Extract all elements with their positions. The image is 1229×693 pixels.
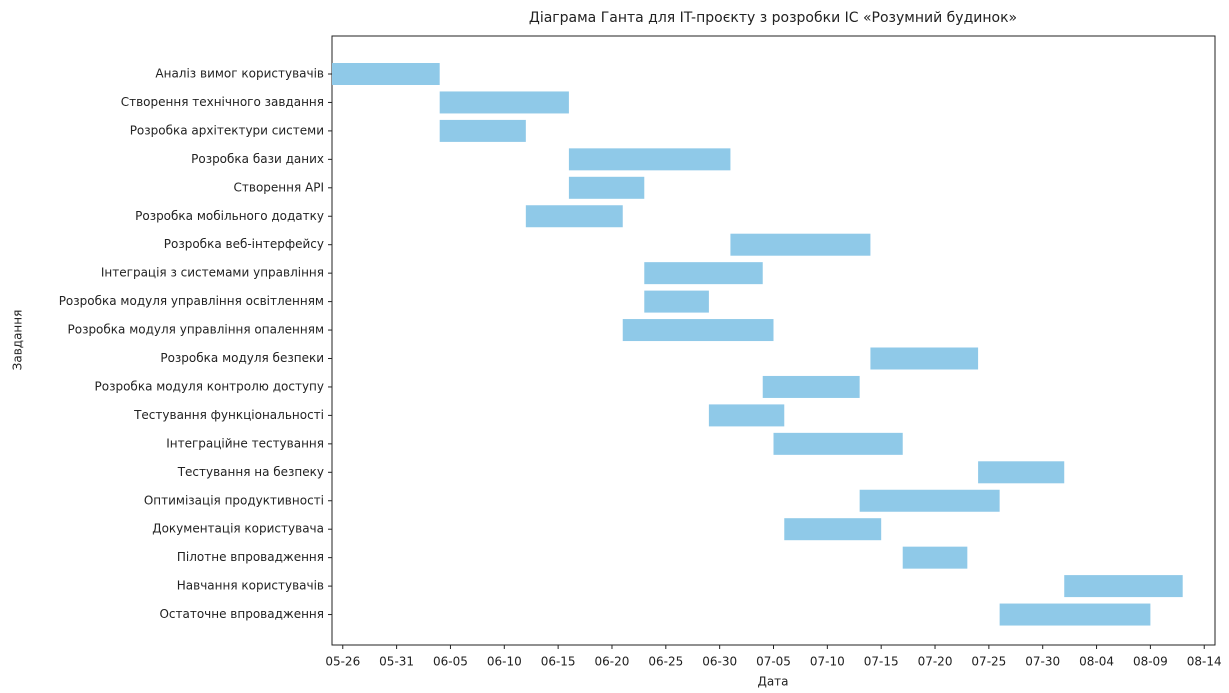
y-tick-label: Аналіз вимог користувачів xyxy=(155,67,324,81)
task-bar xyxy=(773,432,903,455)
x-tick-label: 05-26 xyxy=(325,655,360,669)
task-bar xyxy=(762,375,860,398)
task-bar xyxy=(784,518,882,541)
x-tick-label: 07-10 xyxy=(810,655,845,669)
task-bar xyxy=(568,176,645,199)
task-bar xyxy=(644,262,763,285)
x-tick-label: 06-20 xyxy=(595,655,630,669)
x-axis-label: Дата xyxy=(757,675,788,689)
task-bar xyxy=(1064,575,1183,598)
y-tick-label: Пілотне впровадження xyxy=(177,550,324,564)
y-tick-label: Створення API xyxy=(234,180,325,194)
task-bar xyxy=(859,489,1000,512)
task-bar xyxy=(978,461,1065,484)
y-tick-label: Розробка модуля управління опаленням xyxy=(67,323,324,337)
x-tick-label: 07-25 xyxy=(971,655,1006,669)
x-tick-label: 07-05 xyxy=(756,655,791,669)
task-bar xyxy=(568,148,731,171)
x-tick-label: 08-09 xyxy=(1133,655,1168,669)
y-tick-label: Інтеграція з системами управління xyxy=(101,266,324,280)
y-tick-label: Розробка модуля контролю доступу xyxy=(95,379,324,393)
task-bar xyxy=(332,63,440,85)
y-tick-label: Розробка мобільного додатку xyxy=(135,209,324,223)
y-tick-label: Остаточне впровадження xyxy=(159,607,324,621)
y-tick-label: Тестування функціональності xyxy=(133,408,324,422)
y-axis-label: Завдання xyxy=(11,310,25,371)
task-bar xyxy=(708,404,785,427)
task-bar xyxy=(730,233,871,256)
x-tick-label: 05-31 xyxy=(379,655,414,669)
y-tick-label: Навчання користувачів xyxy=(177,579,324,593)
x-tick-label: 06-25 xyxy=(648,655,683,669)
task-bar xyxy=(439,91,569,114)
y-tick-label: Створення технічного завдання xyxy=(121,95,324,109)
x-tick-label: 06-15 xyxy=(541,655,576,669)
task-bar xyxy=(999,603,1151,626)
task-bar xyxy=(870,347,979,370)
x-tick-label: 07-20 xyxy=(918,655,953,669)
y-tick-label: Розробка модуля безпеки xyxy=(160,351,324,365)
x-tick-label: 08-14 xyxy=(1187,655,1222,669)
y-tick-label: Розробка архітектури системи xyxy=(130,123,324,137)
x-tick-label: 08-04 xyxy=(1079,655,1114,669)
x-tick-label: 06-10 xyxy=(487,655,522,669)
y-tick-label: Документація користувача xyxy=(152,522,324,536)
y-tick-label: Розробка веб-інтерфейсу xyxy=(164,237,324,251)
y-tick-label: Інтеграційне тестування xyxy=(166,436,324,450)
x-tick-label: 07-15 xyxy=(864,655,899,669)
task-bar xyxy=(525,205,623,228)
task-bar xyxy=(439,119,526,142)
chart-title: Діаграма Ганта для IT-проєкту з розробки… xyxy=(529,10,1017,26)
y-tick-label: Розробка модуля управління освітленням xyxy=(59,294,324,308)
task-bar xyxy=(622,319,774,342)
x-tick-label: 07-30 xyxy=(1025,655,1060,669)
y-tick-label: Тестування на безпеку xyxy=(177,465,324,479)
x-tick-label: 06-05 xyxy=(433,655,468,669)
x-tick-label: 06-30 xyxy=(702,655,737,669)
y-tick-label: Оптимізація продуктивності xyxy=(144,493,324,507)
task-bar xyxy=(902,546,968,569)
task-bar xyxy=(644,290,709,313)
y-tick-label: Розробка бази даних xyxy=(191,152,324,166)
